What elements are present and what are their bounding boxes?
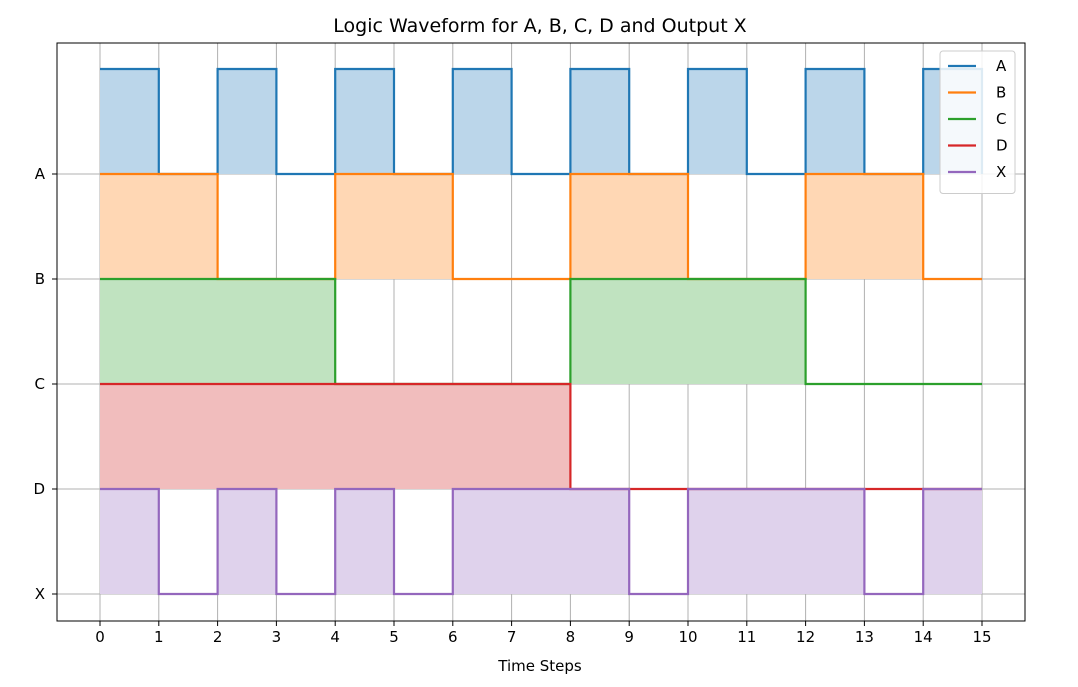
- chart-title: Logic Waveform for A, B, C, D and Output…: [333, 15, 746, 37]
- x-tick-label: 10: [678, 628, 697, 646]
- waveform-fill-x: [100, 489, 982, 594]
- y-tick-label: D: [33, 480, 45, 498]
- legend-label-a: A: [996, 57, 1007, 75]
- x-tick-label: 12: [796, 628, 815, 646]
- legend-label-c: C: [996, 110, 1006, 128]
- legend-label-x: X: [996, 163, 1006, 181]
- x-tick-label: 11: [737, 628, 756, 646]
- legend-box: [939, 50, 1016, 194]
- plot-frame: [56, 42, 1026, 622]
- waveform-fill-d: [100, 384, 571, 489]
- x-tick-label: 13: [855, 628, 874, 646]
- x-axis-label: Time Steps: [497, 657, 582, 675]
- line-layer: [100, 67, 984, 596]
- waveform-fill-b: [100, 174, 924, 279]
- y-tick-label: B: [35, 270, 45, 288]
- x-tick-label: 9: [624, 628, 634, 646]
- x-tick-label: 6: [448, 628, 458, 646]
- x-tick-label: 1: [154, 628, 164, 646]
- y-tick-label: X: [35, 585, 45, 603]
- x-tick-label: 15: [972, 628, 991, 646]
- x-tick-label: 4: [330, 628, 340, 646]
- y-tick-label: A: [35, 165, 46, 183]
- x-tick-label: 0: [95, 628, 105, 646]
- x-tick-label: 2: [213, 628, 223, 646]
- x-tick-label: 3: [272, 628, 282, 646]
- x-tick-label: 14: [914, 628, 933, 646]
- fill-layer: [100, 69, 982, 594]
- x-tick-label: 5: [389, 628, 399, 646]
- legend-label-b: B: [996, 84, 1006, 102]
- x-tick-label: 7: [507, 628, 517, 646]
- waveform-fill-c: [100, 279, 806, 384]
- legend-label-d: D: [996, 137, 1008, 155]
- y-tick-label: C: [35, 375, 45, 393]
- x-tick-label: 8: [566, 628, 576, 646]
- waveform-line-x: [100, 487, 982, 596]
- waveform-fill-a: [100, 69, 982, 174]
